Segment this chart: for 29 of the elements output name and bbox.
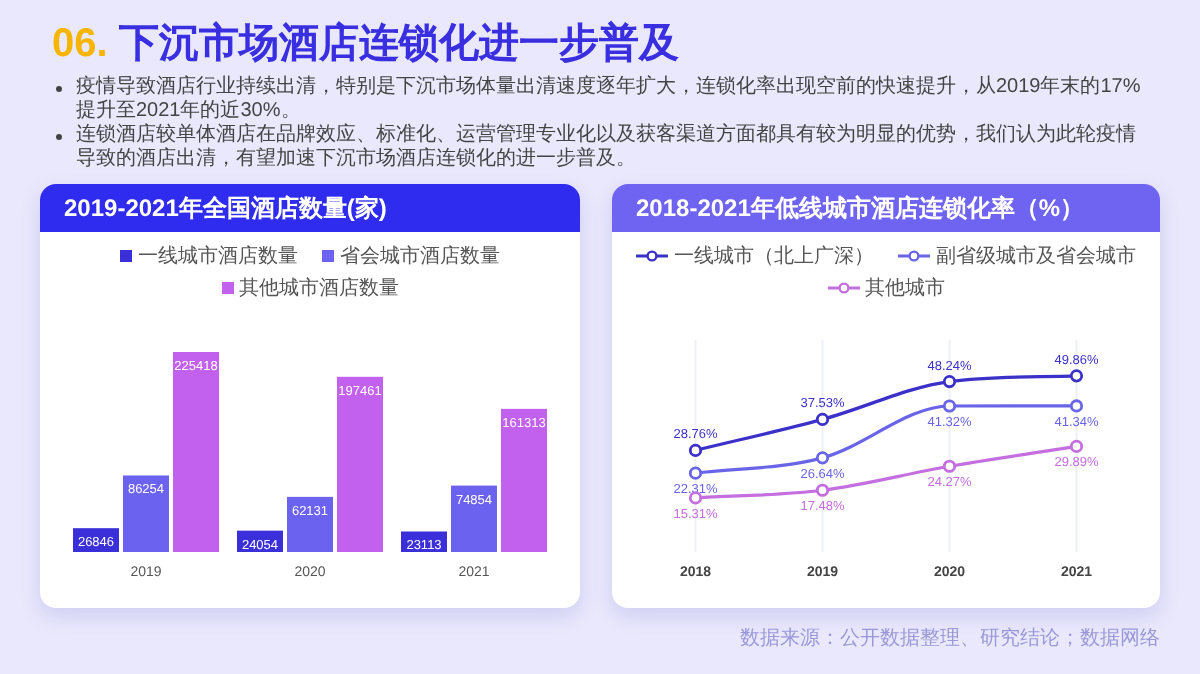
source-note: 数据来源：公开数据整理、研究结论；数据网络	[740, 625, 1160, 652]
point	[942, 399, 957, 413]
bar	[337, 376, 383, 552]
bar	[173, 352, 219, 552]
legend-label: 其他城市酒店数量	[239, 275, 399, 302]
legend-label: 一线城市酒店数量	[138, 243, 298, 270]
bar	[287, 496, 333, 552]
point	[688, 466, 703, 480]
chart-title: 2018-2021年低线城市酒店连锁化率（%）	[612, 184, 1160, 232]
chart-title: 2019-2021年全国酒店数量(家)	[40, 184, 580, 232]
text: 疫情导致酒店行业持续出清，特别是下沉市场体量出清速度逐年扩大，连锁化率出现空前的快速提升，从2019年末的17%提升至2021年的近30%。	[76, 76, 1141, 122]
point	[688, 443, 703, 457]
text: 06. 下沉市场酒店连锁化进一步普及	[52, 22, 679, 66]
point	[942, 374, 957, 389]
legend-label: 一线城市（北上广深）	[674, 243, 874, 270]
point	[815, 412, 830, 426]
legend-label: 省会城市酒店数量	[340, 243, 500, 270]
legend-label: 副省级城市及省会城市	[936, 243, 1136, 270]
text: 连锁酒店较单体酒店在品牌效应、标准化、运营管理专业化以及获客渠道方面都具有较为明显的优势，我们认为此轮疫情导致的酒店出清，有望加速下沉市场酒店连锁化的进一步普及。	[76, 124, 1136, 170]
bar	[501, 408, 547, 552]
point	[1069, 399, 1084, 413]
legend-label: 其他城市	[865, 275, 945, 302]
point	[815, 451, 830, 465]
point	[1069, 439, 1084, 453]
bar	[451, 485, 497, 552]
point	[942, 459, 957, 473]
point	[1069, 369, 1084, 383]
bar	[123, 475, 169, 552]
point	[815, 483, 830, 497]
